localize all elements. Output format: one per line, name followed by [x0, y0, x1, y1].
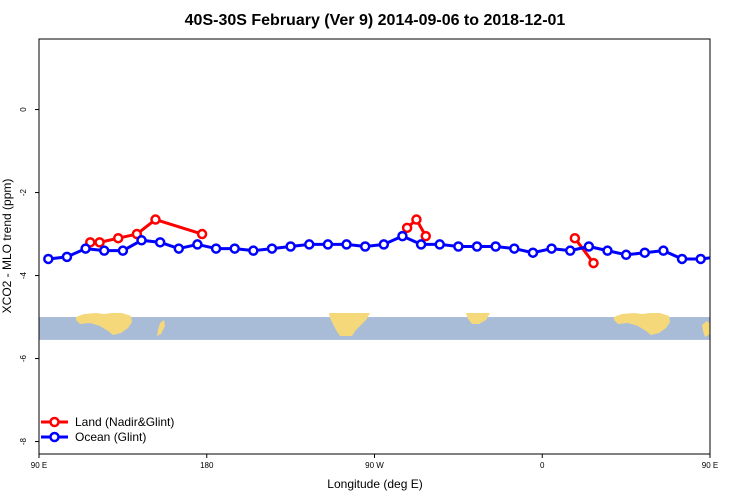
data-point-ocean	[154, 237, 166, 248]
data-point-ocean	[285, 241, 296, 252]
data-point-ocean	[734, 245, 742, 253]
map-land-africa	[466, 313, 490, 324]
data-point-ocean	[397, 230, 408, 242]
x-axis-label: Longitude (deg E)	[327, 477, 422, 491]
data-point-land	[401, 222, 413, 234]
data-point-land	[411, 214, 422, 225]
data-point-land	[94, 237, 105, 248]
data-point-ocean	[415, 239, 427, 250]
data-point-ocean	[676, 253, 688, 265]
data-point-land	[150, 214, 161, 225]
data-point-ocean	[192, 239, 203, 250]
data-point-land	[196, 228, 208, 240]
data-point-ocean	[453, 241, 464, 252]
x-tick-label: 90 E	[702, 461, 718, 470]
map-land-australia-left	[76, 313, 132, 335]
map-land-nz-left	[157, 320, 165, 336]
x-tick-label: 90 E	[31, 461, 47, 470]
data-point-ocean	[248, 245, 259, 256]
data-point-ocean	[695, 253, 706, 265]
data-point-ocean	[715, 253, 723, 261]
data-point-ocean	[80, 243, 91, 254]
y-tick-label: 0	[19, 107, 28, 112]
data-point-land	[569, 232, 581, 244]
data-point-ocean	[341, 239, 352, 250]
x-tick-label: 180	[200, 461, 214, 470]
data-point-ocean	[322, 239, 334, 250]
data-point-ocean	[61, 251, 73, 263]
map-land-nz-right	[702, 321, 710, 337]
series-layer	[43, 214, 742, 269]
map-land-australia-right	[614, 313, 670, 335]
data-point-ocean	[639, 247, 651, 258]
legend-label-land: Land (Nadir&Glint)	[75, 415, 174, 429]
map-land-south-america	[329, 313, 370, 336]
data-point-ocean	[546, 243, 557, 254]
data-point-ocean	[117, 245, 129, 256]
chart-title: 40S-30S February (Ver 9) 2014-09-06 to 2…	[185, 12, 566, 29]
y-tick-label: -8	[19, 437, 28, 445]
data-point-ocean	[173, 243, 185, 254]
legend-item-land: Land (Nadir&Glint)	[41, 415, 174, 429]
data-point-ocean	[620, 249, 632, 261]
legend-marker-land	[49, 416, 60, 428]
data-point-ocean	[359, 241, 371, 252]
data-point-ocean	[583, 241, 595, 252]
data-point-ocean	[564, 245, 576, 256]
data-point-land	[420, 230, 432, 242]
x-tick-label: 0	[540, 461, 545, 470]
map-strip	[39, 313, 710, 340]
data-point-ocean	[43, 253, 54, 265]
map-ocean-band	[39, 317, 710, 340]
y-tick-label: -6	[19, 354, 28, 362]
data-point-ocean	[602, 245, 613, 256]
data-point-ocean	[378, 239, 390, 250]
data-point-ocean	[527, 247, 539, 258]
data-point-ocean	[490, 241, 501, 252]
data-point-ocean	[136, 235, 147, 246]
data-point-ocean	[471, 241, 483, 252]
series-ocean	[43, 230, 742, 265]
legend-marker-ocean	[49, 431, 60, 443]
legend-label-ocean: Ocean (Glint)	[75, 430, 146, 444]
data-point-land	[588, 257, 599, 269]
x-axis: 90 E 180 90 W 0 90 E	[31, 454, 718, 470]
legend-item-ocean: Ocean (Glint)	[41, 430, 146, 444]
legend: Land (Nadir&Glint) Ocean (Glint)	[41, 415, 174, 444]
data-point-land	[112, 232, 124, 244]
y-axis-label: XCO2 - MLO trend (ppm)	[0, 179, 14, 314]
data-point-ocean	[98, 245, 110, 256]
data-point-ocean	[434, 239, 445, 250]
data-point-ocean	[266, 243, 278, 254]
data-point-ocean	[509, 243, 520, 254]
data-point-ocean	[229, 243, 240, 254]
x-tick-label: 90 W	[365, 461, 384, 470]
data-point-ocean	[658, 245, 669, 256]
data-point-ocean	[210, 243, 222, 254]
y-tick-label: -2	[19, 188, 28, 196]
y-tick-label: -4	[19, 271, 28, 279]
data-point-ocean	[304, 239, 315, 250]
y-axis: 0 -2 -4 -6 -8	[19, 107, 39, 445]
series-land	[85, 214, 599, 269]
